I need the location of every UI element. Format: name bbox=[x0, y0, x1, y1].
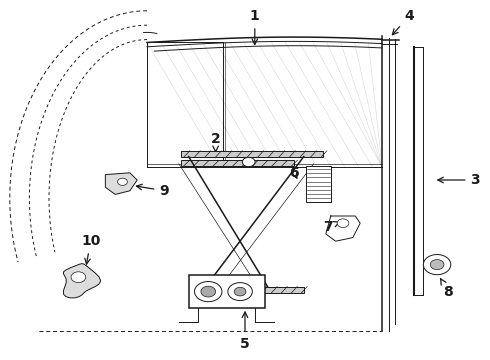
Circle shape bbox=[195, 282, 222, 302]
Text: 1: 1 bbox=[250, 9, 260, 44]
Circle shape bbox=[118, 178, 127, 185]
Circle shape bbox=[337, 219, 349, 228]
Bar bbox=[306, 166, 331, 202]
Circle shape bbox=[71, 272, 86, 283]
Text: 8: 8 bbox=[441, 279, 453, 298]
Bar bbox=[181, 160, 294, 166]
Circle shape bbox=[423, 255, 451, 275]
Circle shape bbox=[430, 260, 444, 270]
Polygon shape bbox=[64, 264, 101, 298]
Text: 7: 7 bbox=[323, 220, 339, 234]
Bar bbox=[189, 275, 265, 308]
Text: 9: 9 bbox=[136, 184, 169, 198]
Text: 4: 4 bbox=[392, 9, 414, 35]
Text: 5: 5 bbox=[240, 312, 250, 351]
Text: 10: 10 bbox=[81, 234, 100, 264]
Circle shape bbox=[228, 283, 252, 301]
Text: 6: 6 bbox=[289, 166, 299, 180]
Polygon shape bbox=[105, 173, 137, 194]
Text: 3: 3 bbox=[438, 173, 480, 187]
Bar bbox=[181, 151, 323, 157]
Bar bbox=[189, 287, 304, 293]
Circle shape bbox=[234, 287, 246, 296]
Circle shape bbox=[243, 157, 255, 167]
Text: 2: 2 bbox=[211, 132, 220, 152]
Circle shape bbox=[201, 286, 216, 297]
